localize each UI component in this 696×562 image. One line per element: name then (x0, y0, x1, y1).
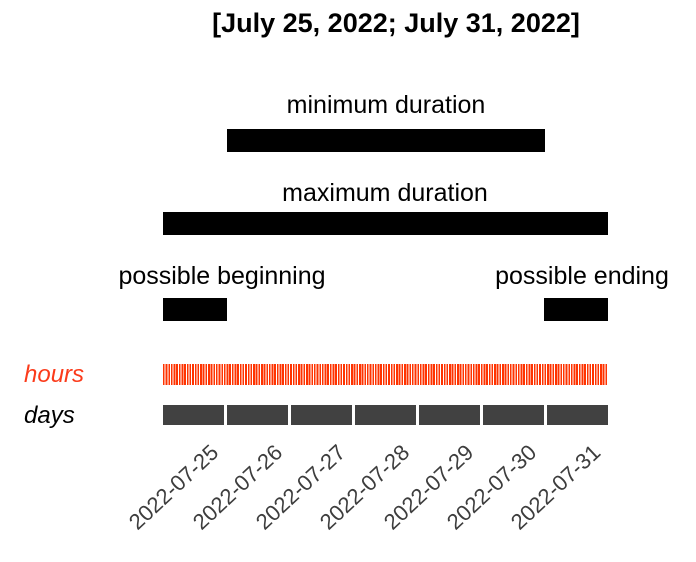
maximum-duration-bar (163, 212, 608, 235)
day-segment (227, 405, 288, 425)
chart-title: [July 25, 2022; July 31, 2022] (212, 8, 580, 38)
maximum-duration-label: maximum duration (282, 179, 488, 207)
possible-ending-label: possible ending (495, 262, 669, 290)
hours-bar (163, 364, 608, 385)
minimum-duration-bar (227, 129, 545, 152)
possible-beginning-bar (163, 298, 227, 321)
day-segment (483, 405, 544, 425)
x-axis-tick-labels: 2022-07-25 2022-07-26 2022-07-27 2022-07-28… (0, 440, 696, 562)
possible-ending-bar (544, 298, 608, 321)
minimum-duration-label: minimum duration (286, 91, 486, 119)
day-segment (355, 405, 416, 425)
hours-row-label: hours (24, 361, 85, 388)
possible-beginning-label: possible beginning (118, 262, 326, 290)
days-bar (163, 405, 608, 425)
day-segment (419, 405, 480, 425)
days-row-label: days (24, 402, 75, 429)
day-segment (163, 405, 224, 425)
day-segment (291, 405, 352, 425)
day-segment (547, 405, 608, 425)
